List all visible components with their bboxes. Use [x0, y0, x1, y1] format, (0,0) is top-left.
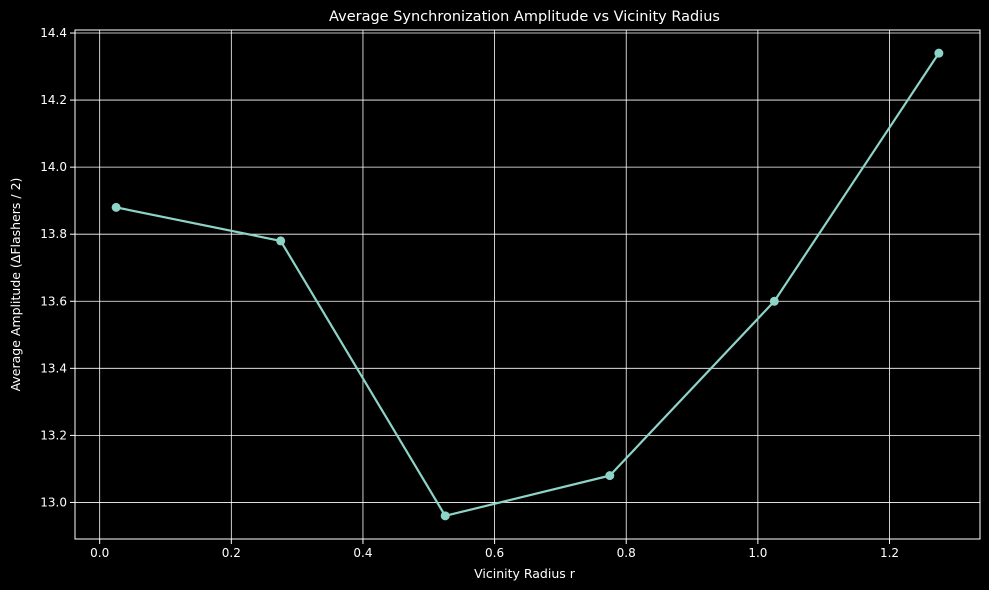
x-tick-label: 0.4 — [353, 546, 372, 560]
series-line — [115, 52, 940, 517]
x-tick-label: 0.0 — [90, 546, 109, 560]
x-tick-label: 0.2 — [222, 546, 241, 560]
x-tick-label: 1.2 — [880, 546, 899, 560]
data-point — [934, 48, 944, 58]
axes: 0.0 0.2 0.4 0.6 0.8 1.0 1.2 13.0 13.2 13.4 13.6 13.… — [40, 26, 981, 560]
data-point — [440, 511, 450, 521]
x-tick-label: 0.8 — [617, 546, 636, 560]
y-tick-label: 14.0 — [40, 160, 67, 174]
data-point — [111, 202, 121, 212]
labels: Average Synchronization Amplitude vs Vic… — [8, 9, 720, 581]
data-point — [276, 236, 286, 246]
plot-frame — [74, 29, 981, 540]
x-tick-label: 1.0 — [748, 546, 767, 560]
x-axis-label: Vicinity Radius r — [474, 566, 576, 581]
y-tick-label: 13.2 — [40, 428, 67, 442]
y-tick-label: 14.4 — [40, 26, 67, 40]
data-point — [769, 296, 779, 306]
y-tick-label: 13.6 — [40, 294, 67, 308]
chart-title: Average Synchronization Amplitude vs Vic… — [329, 9, 720, 25]
y-tick-label: 14.2 — [40, 93, 67, 107]
data-point — [605, 471, 615, 481]
y-tick-label: 13.4 — [40, 361, 67, 375]
x-tick-label: 0.6 — [485, 546, 504, 560]
series-layer — [111, 48, 944, 521]
grid — [75, 30, 980, 539]
y-axis-label: Average Amplitude (ΔFlashers / 2) — [8, 178, 23, 392]
y-tick-label: 13.0 — [40, 495, 67, 509]
y-tick-label: 13.8 — [40, 227, 67, 241]
